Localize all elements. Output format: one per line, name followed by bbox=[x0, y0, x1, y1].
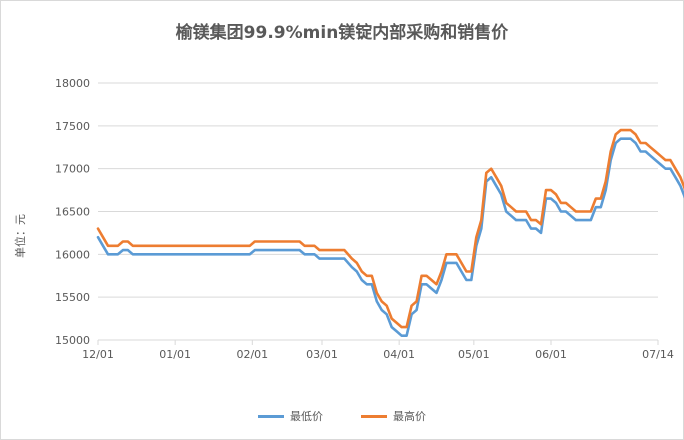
x-tick-label: 04/01 bbox=[383, 348, 415, 361]
y-tick-label: 16500 bbox=[55, 206, 90, 219]
legend-item-low: 最低价 bbox=[258, 408, 323, 424]
x-tick-label: 06/01 bbox=[535, 348, 567, 361]
legend-label-low: 最低价 bbox=[290, 410, 323, 423]
x-tick-label: 03/01 bbox=[306, 348, 338, 361]
legend-label-high: 最高价 bbox=[393, 410, 426, 423]
series-line-low bbox=[96, 137, 684, 338]
legend-swatch-high bbox=[361, 414, 387, 418]
x-tick-label: 01/01 bbox=[159, 348, 191, 361]
legend-swatch-low bbox=[258, 414, 284, 418]
y-tick-label: 18000 bbox=[55, 77, 90, 90]
x-axis bbox=[97, 339, 659, 345]
x-tick-label: 12/01 bbox=[82, 348, 114, 361]
gridlines bbox=[98, 82, 658, 298]
legend: 最低价 最高价 bbox=[0, 408, 684, 424]
y-tick-label: 16000 bbox=[55, 248, 90, 261]
x-tick-labels: 12/01 01/01 02/01 03/01 04/01 05/01 06/01 07/14 bbox=[82, 348, 674, 361]
x-tick-label: 05/01 bbox=[458, 348, 490, 361]
y-tick-label: 17000 bbox=[55, 163, 90, 176]
series-line-high bbox=[96, 128, 684, 329]
y-tick-label: 15500 bbox=[55, 291, 90, 304]
chart-title: 榆镁集团99.9%min镁锭内部采购和销售价 bbox=[175, 23, 509, 43]
x-tick-label: 02/01 bbox=[236, 348, 268, 361]
legend-item-high: 最高价 bbox=[361, 408, 426, 424]
y-tick-label: 15000 bbox=[55, 334, 90, 347]
series-lines bbox=[96, 128, 684, 338]
y-tick-labels: 15000 15500 16000 16500 17000 17500 18000 bbox=[55, 77, 90, 347]
x-tick-label: 07/14 bbox=[642, 348, 674, 361]
y-tick-label: 17500 bbox=[55, 120, 90, 133]
